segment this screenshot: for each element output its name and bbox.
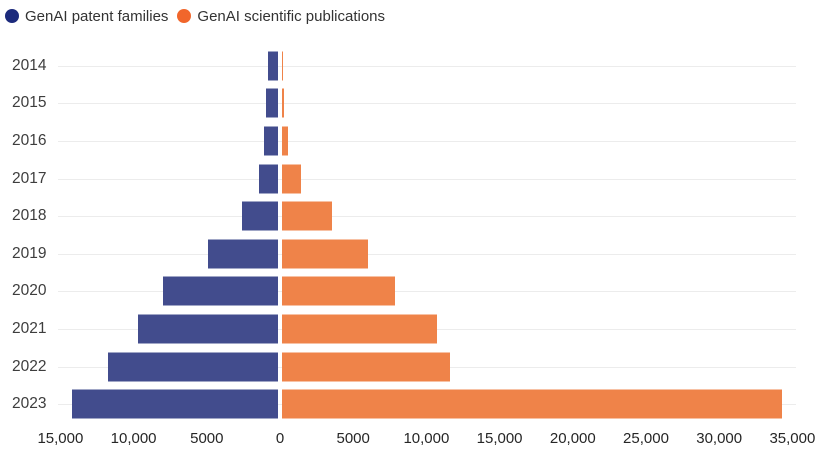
year-label: 2014 [12, 56, 47, 74]
plot-area: 2014 2015 2016 2017 2018 2019 2020 2021 2022 2023 [0, 47, 832, 423]
chart-row: 2019 [0, 235, 832, 273]
scientific-publications-bar [281, 239, 368, 269]
chart-legend: GenAI patent families GenAI scientific pu… [5, 6, 385, 26]
patent-legend-dot-icon [5, 9, 19, 23]
chart-row: 2022 [0, 348, 832, 386]
bar-zone [58, 197, 832, 235]
patent-families-bar [265, 88, 279, 118]
year-label: 2023 [12, 395, 47, 413]
scientific-publications-bar [281, 352, 451, 382]
chart-row: 2023 [0, 385, 832, 423]
scientific-publications-bar [281, 51, 284, 81]
bar-zone [58, 235, 832, 273]
chart-row: 2018 [0, 197, 832, 235]
gridline [58, 103, 796, 105]
patent-families-bar [137, 314, 279, 344]
publication-legend-dot-icon [177, 9, 192, 23]
x-tick-label: 5000 [336, 430, 370, 447]
bar-zone [58, 47, 832, 85]
x-tick-label: 15,000 [37, 430, 84, 447]
year-label: 2020 [12, 282, 47, 300]
x-tick-label: 10,000 [110, 430, 157, 447]
chart-row: 2017 [0, 160, 832, 198]
chart-row: 2016 [0, 122, 832, 160]
patent-families-bar [267, 51, 279, 81]
bar-zone [58, 385, 832, 423]
patent-families-bar [264, 126, 279, 156]
patent-families-bar [208, 239, 279, 269]
gridline [58, 178, 796, 180]
legend-item: GenAI patent families [5, 8, 168, 25]
chart-row: 2014 [0, 47, 832, 85]
bar-zone [58, 85, 832, 123]
scientific-publications-bar [281, 164, 302, 194]
x-tick-label: 15,000 [476, 430, 523, 447]
patent-families-bar [72, 389, 279, 419]
legend-label: GenAI scientific publications [197, 7, 386, 25]
year-label: 2017 [12, 169, 47, 187]
scientific-publications-bar [281, 314, 437, 344]
x-tick-label: 5000 [190, 430, 224, 447]
x-tick-label: 10,000 [403, 430, 450, 447]
chart-row: 2020 [0, 273, 832, 311]
year-label: 2015 [12, 94, 47, 112]
gridline [58, 291, 796, 293]
x-tick-label: 20,000 [549, 430, 596, 447]
legend-item: GenAI scientific publications [177, 8, 385, 25]
gridline [58, 216, 796, 218]
chart-row: 2015 [0, 85, 832, 123]
gridline [58, 140, 796, 142]
bar-zone [58, 273, 832, 311]
patent-families-bar [242, 201, 279, 231]
bar-zone [58, 160, 832, 198]
x-axis: 15,000 10,000 5000 0 5000 10,000 15,000 20,000 2… [0, 426, 832, 452]
x-tick-label: 30,000 [696, 430, 743, 447]
scientific-publications-bar [281, 88, 285, 118]
x-tick-label: 35,000 [769, 430, 816, 447]
x-tick-label: 0 [275, 430, 285, 447]
x-tick-label: 25,000 [623, 430, 669, 447]
gridline [58, 65, 796, 67]
year-label: 2016 [12, 131, 47, 149]
scientific-publications-bar [281, 276, 396, 306]
chart-row: 2021 [0, 310, 832, 348]
patent-families-bar [108, 352, 279, 382]
bar-zone [58, 348, 832, 386]
year-label: 2018 [12, 207, 47, 225]
scientific-publications-bar [281, 126, 288, 156]
patent-families-bar [162, 276, 279, 306]
patent-families-bar [258, 164, 279, 194]
scientific-publications-bar [281, 201, 333, 231]
year-label: 2022 [12, 357, 47, 375]
scientific-publications-bar [281, 389, 782, 419]
gridline [58, 253, 796, 255]
year-label: 2019 [12, 244, 47, 262]
bar-zone [58, 122, 832, 160]
year-label: 2021 [12, 319, 47, 337]
bar-zone [58, 310, 832, 348]
legend-label: GenAI patent families [25, 7, 169, 25]
